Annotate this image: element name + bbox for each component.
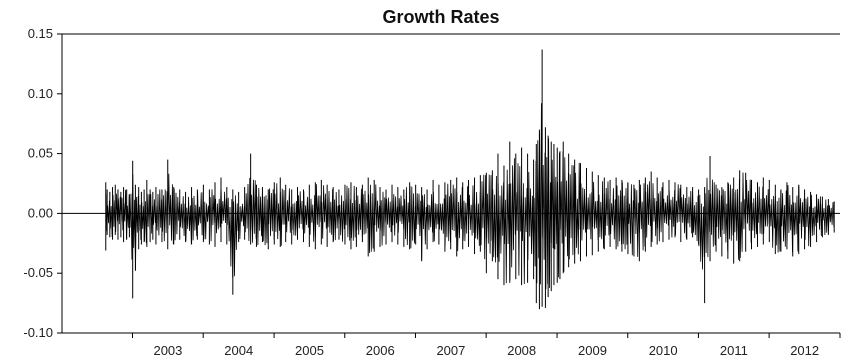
x-tick-label: 2006: [366, 343, 395, 358]
x-tick-label: 2003: [153, 343, 182, 358]
y-tick-label: 0.10: [28, 86, 53, 101]
x-tick-label: 2012: [790, 343, 819, 358]
x-tick-label: 2007: [436, 343, 465, 358]
x-axis: 2003 2004 2005 2006 2007 2008 2009 2010 2011 2012: [62, 332, 841, 358]
x-tick-label: 2004: [224, 343, 253, 358]
y-tick-label: 0.05: [28, 146, 53, 161]
y-tick-label: -0.10: [23, 325, 53, 340]
x-tick-label: 2009: [578, 343, 607, 358]
x-tick-label: 2010: [649, 343, 678, 358]
x-tick-label: 2005: [295, 343, 324, 358]
x-tick-label: 2011: [720, 343, 748, 358]
x-tick-label: 2008: [507, 343, 536, 358]
series-line: [105, 49, 835, 310]
plot-area: [62, 33, 840, 310]
y-tick-label: 0.15: [28, 26, 53, 41]
y-tick-label: -0.05: [23, 265, 53, 280]
y-tick-label: 0.00: [28, 205, 53, 220]
chart-title: Growth Rates: [382, 7, 499, 27]
y-axis: -0.10 -0.05 0.00 0.05 0.10 0.15: [23, 26, 63, 340]
